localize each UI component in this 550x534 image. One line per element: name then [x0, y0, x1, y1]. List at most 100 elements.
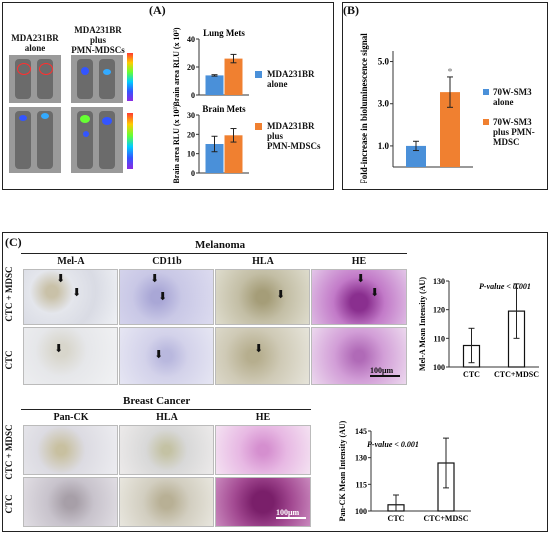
col-hla-mel: HLA [252, 256, 274, 267]
y-tick-label: 20 [187, 130, 195, 139]
col-cd11b: CD11b [152, 256, 182, 267]
p-value-annotation: P-value < 0.001 [479, 282, 531, 291]
legend-b-alone-l1: 70W-SM3 [493, 87, 532, 97]
y-tick-label: 100 [433, 363, 445, 372]
mouse-image-plus-bottom [71, 107, 123, 173]
chart-title: Lung Mets [203, 28, 245, 38]
bar [205, 75, 224, 95]
tissue-mel-a-bottom: ⬇ [23, 327, 118, 385]
x-tick-label: CTC+MDSC [423, 514, 468, 523]
x-tick-label: CTC+MDSC [494, 370, 539, 379]
chart-pan-ck-intensity: 100 115 130 145 Pan-CK Mean Intensity (AU) CT… [338, 420, 471, 523]
row-label-ctc-mdsc-breast: CTC + MDSC [4, 424, 14, 480]
y-tick-label: 3.0 [378, 99, 390, 109]
chart-bioluminescence: 1.0 3.0 5.0 Fold-increase in bioluminescenc… [359, 33, 473, 183]
col-pan-ck: Pan-CK [53, 412, 89, 423]
y-tick-label: 1.0 [378, 141, 390, 151]
tissue-he-top: ⬇ ⬇ [311, 269, 407, 325]
y-tick-label: 120 [433, 306, 445, 315]
tissue-mel-a-top: ⬇ ⬇ [23, 269, 118, 325]
legend-b-alone-l2: alone [493, 97, 514, 107]
y-tick-label: 115 [355, 480, 367, 489]
legend-swatch-alone [255, 71, 262, 78]
y-tick-label: 5.0 [378, 57, 390, 67]
y-axis-label: Brain area RLU (x 10³) [172, 104, 181, 183]
panel-c-tag: (C) [5, 235, 22, 249]
breast-rule [21, 409, 311, 410]
y-tick-label: 30 [187, 111, 195, 120]
chart-brain-mets: 0 10 20 30 Brain area RLU (x 10³) Brain Mets [172, 104, 249, 183]
legend-b-swatch-alone [483, 89, 489, 95]
y-tick-label: 0 [191, 169, 195, 178]
col-hla-breast: HLA [156, 412, 178, 423]
y-axis-label: Pan-CK Mean Intensity (AU) [338, 420, 347, 521]
legend-plus-l3: PMN-MDSCs [267, 141, 321, 151]
y-tick-label: 130 [355, 454, 367, 463]
tissue-hla-breast-bottom [119, 477, 214, 527]
legend-swatch-plus [255, 123, 262, 130]
chart-mel-a-intensity: 100 110 120 130 Mel-A Mean Intensity (AU) CTC… [418, 277, 539, 379]
tissue-pan-ck-bottom [23, 477, 118, 527]
legend-b-plus-l3: MDSC [493, 137, 520, 147]
legend-alone-l1: MDA231BR [267, 69, 315, 79]
y-tick-label: 100 [355, 507, 367, 516]
y-axis-label: Mel-A Mean Intensity (AU) [418, 277, 427, 371]
y-axis-label: Brain area RLU (x 10³) [172, 27, 181, 105]
y-tick-label: 0 [191, 91, 195, 100]
tissue-he-breast-bottom: 100μm [215, 477, 311, 527]
group1-label: MDA231BR alone [11, 33, 59, 53]
tissue-cd11b-bottom: ⬇ [119, 327, 214, 385]
melanoma-title: Melanoma [195, 239, 246, 251]
tissue-pan-ck-top [23, 425, 118, 475]
panel-b-tag: (B) [343, 3, 359, 17]
y-tick-label: 20 [187, 63, 195, 72]
breast-title: Breast Cancer [123, 395, 191, 407]
significance-marker: * [448, 67, 453, 78]
y-tick-label: 40 [187, 35, 195, 44]
bar [205, 144, 224, 173]
mouse-image-alone-top [9, 55, 61, 103]
scalebar-breast: 100μm [276, 508, 310, 520]
panel-a: (A) MDA231BR alone MDA231BR plus PMN-MDS… [2, 2, 334, 190]
tissue-hla-bottom: ⬇ [215, 327, 310, 385]
mouse-image-alone-bottom [9, 107, 61, 173]
row-label-ctc-mel: CTC [4, 350, 14, 370]
row-label-ctc-breast: CTC [4, 494, 14, 514]
x-tick-label: CTC [388, 514, 405, 523]
legend-b-swatch-plus [483, 119, 489, 125]
chart-title: Brain Mets [202, 104, 246, 114]
y-tick-label: 110 [433, 334, 445, 343]
legend-b-plus-l2: plus PMN- [493, 127, 535, 137]
panel-c: (C) Melanoma Mel-A CD11b HLA HE CTC + MD… [2, 232, 548, 532]
melanoma-rule [21, 253, 407, 254]
panel-a-tag: (A) [149, 3, 166, 17]
legend-plus-l1: MDA231BR [267, 121, 315, 131]
legend-plus-l2: plus [267, 131, 284, 141]
bar [440, 92, 460, 167]
color-scale-top [127, 53, 133, 101]
bar [224, 58, 243, 95]
group2-label: MDA231BR plus PMN-MDSCs [71, 25, 125, 55]
panel-b: (B) 1.0 3.0 5.0 Fold-increase in biolumines… [342, 2, 548, 190]
p-value-annotation: P-value < 0.001 [367, 440, 419, 449]
legend-b-plus-l1: 70W-SM3 [493, 117, 532, 127]
tissue-he-bottom: 100μm [311, 327, 407, 385]
bar [406, 145, 426, 167]
col-mel-a: Mel-A [57, 256, 85, 267]
bar [224, 135, 243, 173]
legend-alone-l2: alone [267, 79, 288, 89]
chart-lung-mets: 0 20 40 Brain area RLU (x 10³) Lung Mets [172, 27, 249, 105]
col-he-mel: HE [351, 256, 367, 267]
tissue-he-breast-top [215, 425, 311, 475]
scalebar-mel: 100μm [370, 366, 404, 378]
col-he-breast: HE [255, 412, 271, 423]
x-tick-label: CTC [463, 370, 480, 379]
y-tick-label: 145 [355, 427, 367, 436]
y-tick-label: 130 [433, 277, 445, 286]
y-tick-label: 10 [187, 150, 195, 159]
y-axis-label: Fold-increase in bioluminescence signal [359, 33, 369, 183]
mouse-image-plus-top [71, 55, 123, 103]
tissue-cd11b-top: ⬇ ⬇ [119, 269, 214, 325]
row-label-ctc-mdsc-mel: CTC + MDSC [4, 266, 14, 322]
tissue-hla-breast-top [119, 425, 214, 475]
